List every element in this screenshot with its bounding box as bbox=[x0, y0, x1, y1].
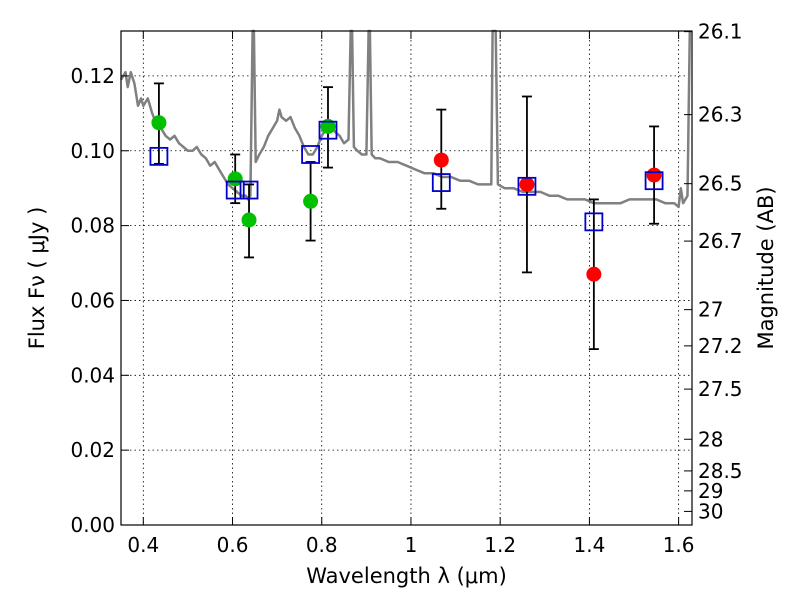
y-tick-label: 0.12 bbox=[70, 64, 115, 88]
x-tick-label: 1.2 bbox=[484, 533, 516, 557]
square-marker bbox=[225, 180, 245, 200]
circle-marker bbox=[433, 152, 449, 168]
magnitude-tick-label: 27.2 bbox=[698, 334, 743, 358]
magnitude-tick-label: 27.5 bbox=[698, 377, 743, 401]
x-axis-label: Wavelength λ (μm) bbox=[306, 564, 507, 588]
y-tick-labels: 0.00 0.02 0.04 0.06 0.08 0.10 0.12 bbox=[70, 64, 115, 537]
y2-axis-label: Magnitude (AB) bbox=[754, 186, 778, 349]
magnitude-tick-label: 28.5 bbox=[698, 459, 743, 483]
x-tick-label: 1.6 bbox=[663, 533, 695, 557]
magnitude-tick-label: 27 bbox=[698, 298, 723, 322]
circle-marker bbox=[586, 266, 602, 282]
magnitude-tick-label: 26.5 bbox=[698, 172, 743, 196]
y-tick-label: 0.00 bbox=[70, 513, 115, 537]
grid-lines bbox=[121, 31, 692, 526]
x-tick-label: 0.6 bbox=[217, 533, 249, 557]
x-tick-label: 0.4 bbox=[127, 533, 159, 557]
circle-marker bbox=[646, 167, 662, 183]
square-marker bbox=[239, 180, 259, 200]
y-tick-label: 0.10 bbox=[70, 139, 115, 163]
square-marker bbox=[517, 176, 537, 196]
y-tick-label: 0.02 bbox=[70, 438, 115, 462]
x-tick-label: 0.8 bbox=[306, 533, 338, 557]
magnitude-tick-label: 29 bbox=[698, 479, 723, 503]
square-marker bbox=[584, 212, 604, 232]
square-marker bbox=[149, 146, 169, 166]
x-tick-labels: 0.4 0.6 0.8 1 1.2 1.4 1.6 bbox=[127, 533, 694, 557]
circle-marker bbox=[151, 115, 167, 131]
square-marker bbox=[301, 145, 320, 164]
y-axis-label: Flux Fν ( μJy ) bbox=[25, 207, 49, 350]
magnitude-tick-label: 26.1 bbox=[698, 20, 743, 44]
magnitude-tick-label: 26.7 bbox=[698, 229, 743, 253]
axis-ticks bbox=[121, 31, 692, 526]
circle-marker bbox=[320, 118, 336, 134]
y-tick-label: 0.06 bbox=[70, 288, 115, 312]
model-spectrum bbox=[119, 29, 692, 209]
y-tick-label: 0.04 bbox=[70, 363, 115, 387]
circle-marker bbox=[303, 193, 319, 209]
circle-marker bbox=[241, 212, 257, 228]
square-marker bbox=[318, 120, 338, 140]
plot-frame bbox=[120, 30, 693, 526]
magnitude-tick-label: 28 bbox=[698, 427, 723, 451]
magnitude-tick-label: 30 bbox=[698, 499, 723, 523]
data-markers bbox=[149, 115, 664, 282]
magnitude-tick-label: 26.3 bbox=[698, 103, 743, 127]
x-tick-label: 1.4 bbox=[573, 533, 605, 557]
circle-marker bbox=[519, 176, 535, 192]
error-bars bbox=[153, 82, 660, 351]
y-tick-label: 0.08 bbox=[70, 214, 115, 238]
square-marker bbox=[431, 173, 451, 192]
model-spectrum-line bbox=[119, 29, 692, 209]
circle-marker bbox=[227, 171, 243, 187]
x-tick-label: 1 bbox=[405, 533, 418, 557]
square-marker bbox=[644, 171, 664, 191]
